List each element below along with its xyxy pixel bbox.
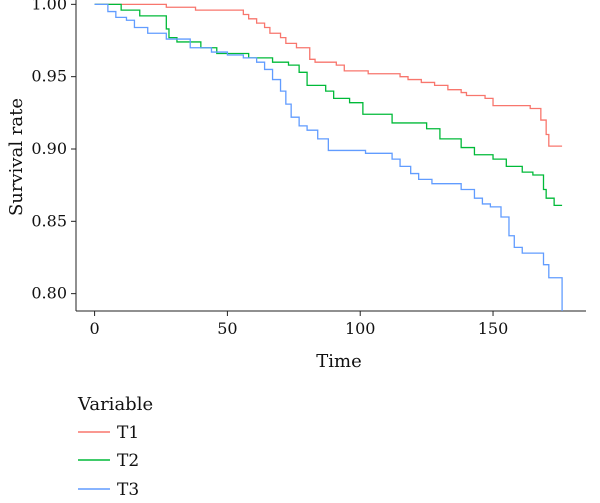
- y-axis-title: Survival rate: [6, 98, 27, 216]
- y-ticks: 0.80 0.85 0.90 0.95 1.00: [31, 0, 76, 303]
- y-tick-label: 0.95: [31, 67, 67, 86]
- legend-item-t2: T2: [78, 451, 139, 471]
- legend-label-t2: T2: [117, 451, 139, 471]
- y-tick-label: 0.85: [31, 211, 67, 230]
- x-tick-label: 100: [345, 319, 376, 338]
- series-line-t1: [94, 3, 563, 147]
- legend-title: Variable: [77, 394, 153, 415]
- legend-item-t1: T1: [78, 423, 139, 443]
- x-tick-label: 0: [90, 319, 100, 338]
- x-tick-label: 50: [217, 319, 237, 338]
- legend-label-t3: T3: [117, 480, 139, 500]
- series-line-t2: [94, 3, 563, 207]
- y-tick-label: 0.80: [31, 284, 67, 303]
- y-tick-label: 0.90: [31, 139, 67, 158]
- legend-label-t1: T1: [117, 423, 139, 443]
- y-tick-label: 1.00: [31, 0, 67, 13]
- series-lines: [94, 3, 563, 311]
- x-ticks: 0 50 100 150: [90, 311, 509, 338]
- x-tick-label: 150: [478, 319, 509, 338]
- plot-area: 0.80 0.85 0.90 0.95 1.00 0 50 100 150: [31, 0, 586, 338]
- series-line-t3: [94, 3, 563, 311]
- legend: Variable T1 T2 T3: [77, 394, 153, 500]
- legend-item-t3: T3: [78, 480, 139, 500]
- x-axis-title: Time: [316, 351, 361, 372]
